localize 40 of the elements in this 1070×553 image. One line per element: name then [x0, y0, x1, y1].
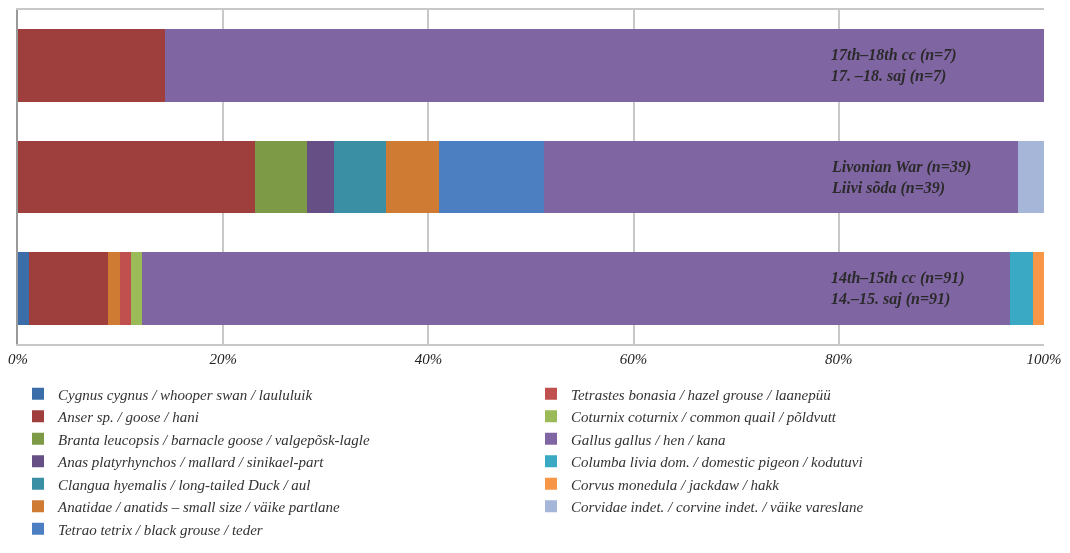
legend-label: Branta leucopsis / barnacle goose / valgepõsk-lagle	[58, 431, 370, 448]
y-tick-label: 14th–15th cc (n=91) 14.–15. saj (n=91)	[831, 269, 965, 308]
bar	[29, 252, 109, 325]
bar	[544, 140, 1019, 214]
legend-label: Clangua hyemalis / long-tailed Duck / aul	[58, 476, 311, 493]
legend-label: Gallus gallus / hen / kana	[571, 431, 726, 448]
bar	[1018, 140, 1044, 214]
x-tick-label: 20%	[209, 351, 237, 367]
x-tick-label: 40%	[414, 351, 443, 367]
x-tick-label: 0%	[8, 351, 28, 367]
bar	[255, 140, 308, 214]
bar	[18, 140, 256, 214]
bar	[334, 140, 387, 214]
bar	[438, 140, 545, 214]
y-tick-label: 17th–18th cc (n=7) 17. –18. saj (n=7)	[831, 46, 957, 85]
x-tick-label: 100%	[1026, 351, 1062, 367]
bar	[164, 29, 1044, 102]
bar	[307, 140, 335, 214]
bar	[18, 29, 165, 102]
legend-label: Corvus monedula / jackdaw / hakk	[571, 476, 780, 493]
legend-label: Anas platyrhynchos / mallard / sinikael-part	[57, 454, 325, 470]
bar	[1032, 252, 1044, 325]
legend-label: Coturnix coturnix / common quail / põldvutt	[571, 409, 837, 425]
x-tick-label: 80%	[825, 351, 853, 367]
bar	[142, 252, 1011, 325]
bar	[1010, 252, 1033, 325]
bar	[130, 252, 143, 325]
y-tick-label: Livonian War (n=39) Liivi sõda (n=39)	[831, 158, 972, 197]
legend-label: Cygnus cygnus / whooper swan / laululuik	[58, 386, 313, 403]
bar	[108, 252, 120, 325]
x-tick-label: 60%	[619, 351, 648, 367]
legend-label: Corvidae indet. / corvine indet. / väike vareslane	[571, 499, 864, 515]
legend-label: Tetrastes bonasia / hazel grouse / laanepüü	[571, 386, 831, 403]
legend-label: Columba livia dom. / domestic pigeon / kodutuvi	[571, 454, 863, 470]
bar	[18, 252, 30, 325]
legend-label: Anser sp. / goose / hani	[57, 409, 199, 425]
legend-label: Anatidae / anatids – small size / väike partlane	[57, 499, 340, 515]
bar	[386, 140, 439, 214]
legend-label: Tetrao tetrix / black grouse / teder	[58, 521, 263, 538]
bar	[119, 252, 131, 325]
